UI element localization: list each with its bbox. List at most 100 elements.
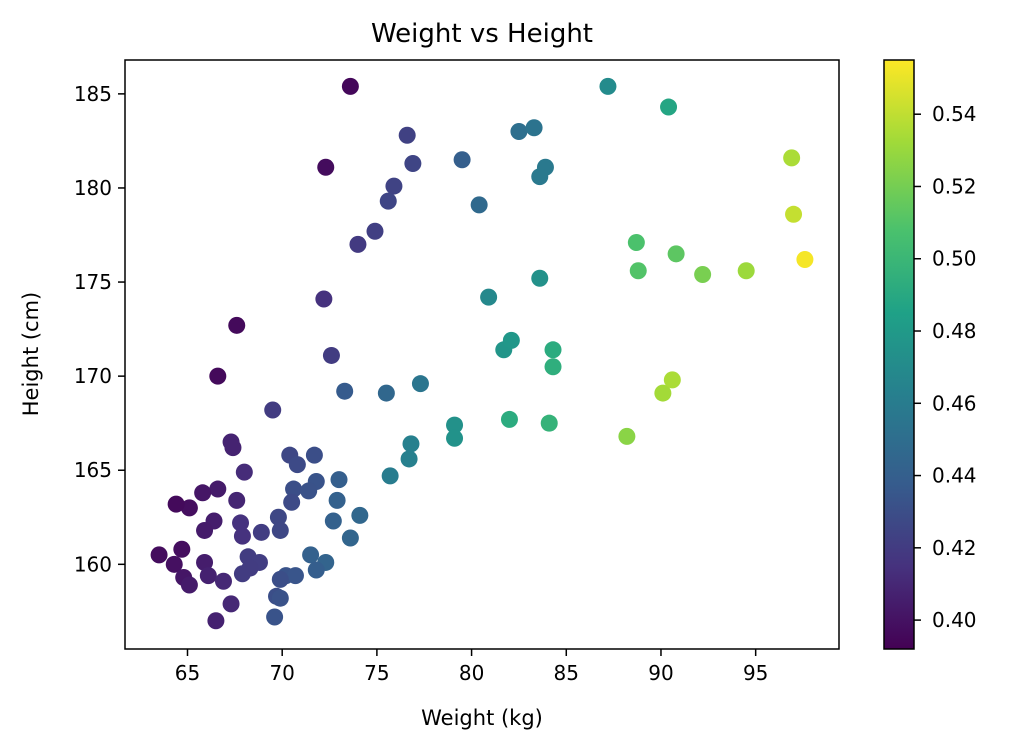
data-point-78: [235, 463, 253, 481]
x-axis-label: Weight (kg): [421, 706, 543, 730]
x-tick-label: 85: [554, 661, 579, 685]
colorbar-tick-label: 0.48: [932, 319, 977, 343]
data-point-32: [500, 410, 518, 428]
data-point-10: [315, 290, 333, 308]
data-point-22: [599, 77, 617, 95]
data-point-54: [300, 482, 318, 500]
colorbar-gradient: [883, 59, 915, 650]
data-point-41: [737, 262, 755, 280]
colorbar-ticks: 0.40 0.42 0.44 0.46 0.48 0.50 0.52 0.54: [914, 102, 977, 632]
data-point-11: [322, 346, 340, 364]
x-tick-label: 75: [364, 661, 389, 685]
data-point-44: [796, 250, 814, 268]
data-point-34: [402, 435, 420, 453]
data-point-71: [252, 523, 270, 541]
data-point-27: [502, 331, 520, 349]
data-point-75: [233, 565, 251, 583]
data-point-19: [525, 119, 543, 137]
x-axis: 65 70 75 80 85 90 95: [175, 649, 768, 685]
data-point-25: [480, 288, 498, 306]
data-point-33: [540, 414, 558, 432]
colorbar-tick-label: 0.52: [932, 174, 977, 198]
colorbar-tick-label: 0.40: [932, 608, 977, 632]
data-point-49: [288, 456, 306, 474]
data-point-45: [618, 427, 636, 445]
data-point-91: [222, 595, 240, 613]
data-point-77: [233, 527, 251, 545]
y-axis: 160 165 170 175 180 185: [74, 82, 125, 576]
data-point-59: [269, 508, 287, 526]
data-point-55: [283, 493, 301, 511]
data-point-39: [667, 245, 685, 263]
plot-frame: [124, 59, 840, 650]
data-point-43: [785, 205, 803, 223]
data-point-4: [398, 126, 416, 144]
data-point-50: [305, 446, 323, 464]
y-tick-label: 170: [74, 364, 112, 388]
data-point-5: [404, 154, 422, 172]
data-point-6: [385, 177, 403, 195]
y-tick-label: 180: [74, 176, 112, 200]
data-point-76: [232, 514, 250, 532]
data-point-2: [228, 316, 246, 334]
data-point-16: [453, 151, 471, 169]
colorbar-tick-label: 0.42: [932, 536, 977, 560]
colorbar: 0.40 0.42 0.44 0.46 0.48 0.50 0.52 0.54: [883, 59, 977, 650]
data-point-85: [194, 484, 212, 502]
data-point-13: [336, 382, 354, 400]
y-tick-label: 165: [74, 458, 112, 482]
x-tick-label: 65: [175, 661, 200, 685]
data-point-88: [196, 553, 214, 571]
data-point-18: [510, 123, 528, 141]
data-point-87: [167, 495, 185, 513]
data-point-60: [271, 521, 289, 539]
data-point-31: [446, 429, 464, 447]
data-point-90: [214, 572, 232, 590]
data-point-29: [544, 358, 562, 376]
data-point-8: [366, 222, 384, 240]
x-tick-label: 90: [648, 661, 673, 685]
data-point-84: [196, 521, 214, 539]
data-point-14: [377, 384, 395, 402]
data-point-80: [224, 439, 242, 457]
y-tick-label: 175: [74, 270, 112, 294]
data-point-24: [531, 269, 549, 287]
colorbar-tick-label: 0.54: [932, 102, 977, 126]
colorbar-tick-label: 0.50: [932, 247, 977, 271]
data-point-38: [629, 262, 647, 280]
data-point-69: [271, 589, 289, 607]
data-point-56: [328, 491, 346, 509]
data-point-42: [783, 149, 801, 167]
data-point-21: [531, 168, 549, 186]
data-point-62: [302, 546, 320, 564]
data-point-37: [627, 234, 645, 252]
data-point-94: [150, 546, 168, 564]
colorbar-tick-label: 0.46: [932, 391, 977, 415]
data-point-47: [663, 371, 681, 389]
data-point-86: [180, 499, 198, 517]
data-point-95: [165, 555, 183, 573]
data-point-28: [544, 341, 562, 359]
data-point-53: [285, 480, 303, 498]
colorbar-tick-label: 0.44: [932, 464, 977, 488]
data-point-46: [654, 384, 672, 402]
data-point-97: [180, 576, 198, 594]
data-point-52: [330, 471, 348, 489]
data-point-64: [307, 561, 325, 579]
data-point-92: [207, 612, 225, 630]
data-point-15: [411, 375, 429, 393]
data-point-36: [381, 467, 399, 485]
data-point-1: [317, 158, 335, 176]
y-axis-label: Height (cm): [19, 292, 43, 416]
data-point-81: [228, 491, 246, 509]
data-point-9: [349, 235, 367, 253]
data-point-40: [694, 266, 712, 284]
data-point-66: [286, 567, 304, 585]
data-point-93: [173, 540, 191, 558]
data-point-17: [470, 196, 488, 214]
data-point-58: [324, 512, 342, 530]
data-point-7: [379, 192, 397, 210]
data-point-23: [660, 98, 678, 116]
data-point-89: [199, 567, 217, 585]
